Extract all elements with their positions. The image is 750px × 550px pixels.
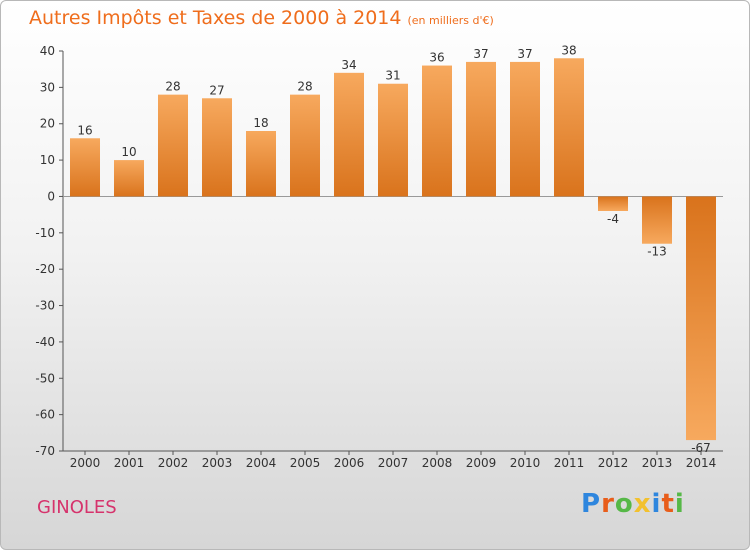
x-tick-label: 2000 [70, 456, 101, 470]
x-tick-label: 2001 [114, 456, 145, 470]
chart-subtitle: (en milliers d'€) [407, 14, 494, 27]
data-label: 28 [165, 80, 180, 94]
bar [290, 94, 320, 197]
x-tick-label: 2014 [686, 456, 717, 470]
x-tick-label: 2004 [246, 456, 277, 470]
y-tick-label: 30 [40, 80, 55, 94]
chart-labels: 16 10 28 27 18 28 34 31 36 37 37 38 -4 -13 -67 [77, 43, 710, 455]
data-label: 31 [385, 69, 400, 83]
data-label: 37 [473, 47, 488, 61]
bar [554, 58, 584, 197]
x-tick-label: 2010 [510, 456, 541, 470]
data-label: -4 [607, 212, 619, 226]
bar [202, 98, 232, 197]
y-tick-label: 40 [40, 44, 55, 58]
data-label: -13 [647, 245, 667, 259]
bar [642, 196, 672, 244]
y-tick-label: 10 [40, 153, 55, 167]
data-label: 10 [121, 145, 136, 159]
x-tick-label: 2002 [158, 456, 189, 470]
bar [114, 160, 144, 197]
chart-bars [70, 58, 716, 441]
data-label: 27 [209, 83, 224, 97]
commune-name: GINOLES [37, 497, 117, 518]
y-tick-label: -70 [35, 444, 55, 458]
x-tick-label: 2012 [598, 456, 629, 470]
bar [378, 83, 408, 197]
x-tick-label: 2008 [422, 456, 453, 470]
x-tick-label: 2003 [202, 456, 233, 470]
x-tick-label: 2007 [378, 456, 409, 470]
bar [246, 131, 276, 197]
data-label: 37 [517, 47, 532, 61]
data-label: 16 [77, 123, 92, 137]
bar [158, 94, 188, 197]
data-label: 36 [429, 51, 444, 65]
y-tick-label: -50 [35, 371, 55, 385]
y-tick-label: -10 [35, 226, 55, 240]
bar [70, 138, 100, 197]
x-tick-label: 2005 [290, 456, 321, 470]
y-tick-label: -40 [35, 335, 55, 349]
y-tick-label: -60 [35, 408, 55, 422]
y-tick-label: 0 [47, 189, 55, 203]
bar [598, 196, 628, 211]
bar [686, 196, 716, 441]
y-tick-label: 20 [40, 117, 55, 131]
x-tick-label: 2009 [466, 456, 497, 470]
x-tick-label: 2011 [554, 456, 585, 470]
bar [466, 61, 496, 197]
bar [422, 65, 452, 197]
proxiti-logo: Proxiti [581, 489, 685, 519]
chart-title: Autres Impôts et Taxes de 2000 à 2014 (en… [29, 7, 494, 29]
data-label: 34 [341, 58, 356, 72]
x-tick-label: 2006 [334, 456, 365, 470]
x-tick-label: 2013 [642, 456, 673, 470]
y-tick-label: -30 [35, 299, 55, 313]
chart-title-text: Autres Impôts et Taxes de 2000 à 2014 [29, 7, 402, 29]
bar [334, 72, 364, 197]
bar [510, 61, 540, 197]
data-label: 38 [561, 43, 576, 57]
data-label: 18 [253, 116, 268, 130]
data-label: 28 [297, 80, 312, 94]
y-tick-label: -20 [35, 262, 55, 276]
data-label: -67 [691, 441, 711, 455]
